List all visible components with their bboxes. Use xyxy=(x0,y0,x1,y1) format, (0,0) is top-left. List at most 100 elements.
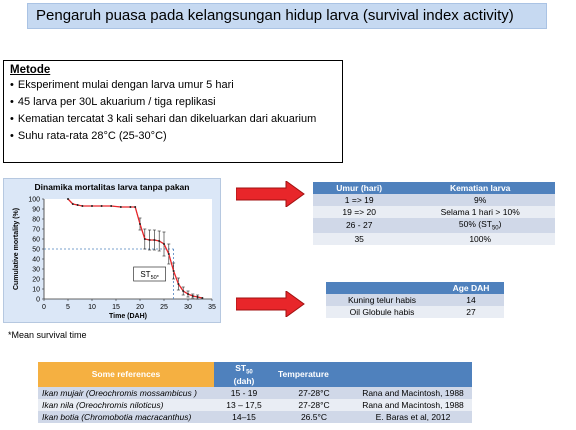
y-tick-label: 80 xyxy=(32,217,40,224)
table-cell: 1 => 19 xyxy=(313,194,406,206)
data-point xyxy=(134,206,137,208)
x-tick-label: 15 xyxy=(112,304,120,311)
table-cell: 14 xyxy=(437,294,504,306)
mortality-chart: Dinamika mortalitas larva tanpa pakan 0 1… xyxy=(3,178,221,323)
data-point xyxy=(67,198,69,200)
table-row: 19 => 20 Selama 1 hari > 10% xyxy=(313,206,555,218)
data-point xyxy=(76,204,79,206)
data-point xyxy=(91,205,93,207)
data-point xyxy=(196,296,199,298)
metode-item: Kematian tercatat 3 kali sehari dan dike… xyxy=(10,113,336,125)
table-cell: 35 xyxy=(313,232,406,245)
x-axis-label: Time (DAH) xyxy=(109,313,147,320)
references-table: Some references ST50 (dah) Temperature Ik… xyxy=(38,362,472,423)
column-header: Age DAH xyxy=(437,282,504,294)
metode-item: Suhu rata-rata 28°C (25-30°C) xyxy=(10,130,336,142)
column-header: Kematian larva xyxy=(405,182,555,194)
metode-list: Eksperiment mulai dengan larva umur 5 ha… xyxy=(10,79,336,142)
arrow-right-icon xyxy=(236,291,305,317)
mortality-table: Umur (hari) Kematian larva 1 => 19 9% 19… xyxy=(313,182,555,245)
y-tick-label: 90 xyxy=(32,207,40,214)
y-tick-label: 70 xyxy=(32,227,40,234)
data-point xyxy=(100,205,103,207)
age-dah-table: Age DAH Kuning telur habis 14 Oil Globul… xyxy=(326,282,504,318)
data-point xyxy=(172,270,175,272)
table-cell: 50% (ST50) xyxy=(405,218,555,233)
table-cell: E. Baras et al, 2012 xyxy=(354,410,472,423)
table-cell: 26.5°C xyxy=(274,410,354,423)
table-row: 1 => 19 9% xyxy=(313,194,555,206)
table-cell: 27 xyxy=(437,306,504,318)
table-cell: 9% xyxy=(405,194,555,206)
data-point xyxy=(148,239,151,241)
data-point xyxy=(177,283,180,285)
x-tick-label: 0 xyxy=(42,304,46,311)
table-cell: Rana and Macintosh, 1988 xyxy=(354,386,472,399)
table-cell: Rana and Macintosh, 1988 xyxy=(354,398,472,411)
table-cell: Kuning telur habis xyxy=(326,294,438,306)
x-tick-label: 35 xyxy=(208,304,216,311)
y-tick-label: 60 xyxy=(32,237,40,244)
arrow-right-icon xyxy=(236,181,305,207)
column-header: Umur (hari) xyxy=(313,182,406,194)
st50-label: ST50* xyxy=(140,270,159,281)
table-cell: Oil Globule habis xyxy=(326,306,438,318)
column-header: Temperature xyxy=(274,362,354,387)
metode-item: Eksperiment mulai dengan larva umur 5 ha… xyxy=(10,79,336,91)
x-tick-label: 10 xyxy=(88,304,96,311)
x-tick-label: 25 xyxy=(160,304,168,311)
chart-svg: 0 10 20 30 40 50 60 70 80 90 100 0 5 10 15 20 25 30 35 Time… xyxy=(13,197,216,321)
table-row: Kuning telur habis 14 xyxy=(326,294,504,306)
column-header xyxy=(326,282,438,294)
data-point xyxy=(187,293,189,295)
column-header xyxy=(354,362,472,387)
y-tick-label: 10 xyxy=(32,287,40,294)
data-point xyxy=(81,205,84,207)
data-point xyxy=(153,239,156,241)
table-cell: 19 => 20 xyxy=(313,206,406,218)
data-point xyxy=(191,295,194,297)
table-cell: Ikan botia (Chromobotia macracanthus) xyxy=(38,410,214,423)
table-row: 26 - 27 50% (ST50) xyxy=(313,218,555,233)
y-tick-label: 100 xyxy=(28,197,40,204)
y-tick-label: 20 xyxy=(32,277,40,284)
slide-title: Pengaruh puasa pada kelangsungan hidup l… xyxy=(27,3,547,29)
data-point xyxy=(163,243,165,245)
table-header-row: Age DAH xyxy=(326,282,504,294)
data-point xyxy=(71,203,74,205)
table-cell: 27-28°C xyxy=(274,398,354,411)
data-point xyxy=(119,206,122,208)
x-tick-label: 30 xyxy=(184,304,192,311)
table-row: Ikan mujair (Oreochromis mossambicus ) 1… xyxy=(38,386,472,399)
x-tick-label: 20 xyxy=(136,304,144,311)
table-cell: 26 - 27 xyxy=(313,218,406,233)
table-row: 35 100% xyxy=(313,232,555,245)
data-point xyxy=(129,206,132,208)
y-tick-label: 30 xyxy=(32,267,40,274)
table-cell: 14–15 xyxy=(214,410,274,423)
table-cell: 13 – 17,5 xyxy=(214,398,274,411)
metode-box: Metode Eksperiment mulai dengan larva um… xyxy=(3,60,343,163)
y-tick-label: 50 xyxy=(32,247,40,254)
y-tick-label: 40 xyxy=(32,257,40,264)
st50-label-box xyxy=(133,266,166,282)
column-header: ST50 (dah) xyxy=(214,362,274,387)
x-tick-label: 5 xyxy=(66,304,70,311)
data-point xyxy=(110,205,113,207)
table-cell: 100% xyxy=(405,232,555,245)
table-cell: 27-28°C xyxy=(274,386,354,399)
footnote: *Mean survival time xyxy=(8,330,87,340)
y-tick-label: 0 xyxy=(36,297,40,304)
data-point xyxy=(201,297,204,299)
table-row: Ikan botia (Chromobotia macracanthus) 14… xyxy=(38,410,472,423)
data-point xyxy=(139,223,141,225)
table-row: Oil Globule habis 27 xyxy=(326,306,504,318)
metode-item: 45 larva per 30L akuarium / tiga replika… xyxy=(10,96,336,108)
data-point xyxy=(167,253,170,255)
metode-heading: Metode xyxy=(10,64,51,76)
y-axis-label: Cumulative mortality (%) xyxy=(13,208,20,290)
table-cell: Ikan mujair (Oreochromis mossambicus ) xyxy=(38,386,214,399)
table-cell: Ikan nila (Oreochromis niloticus) xyxy=(38,398,214,411)
data-point xyxy=(143,238,146,240)
data-point xyxy=(182,290,185,292)
